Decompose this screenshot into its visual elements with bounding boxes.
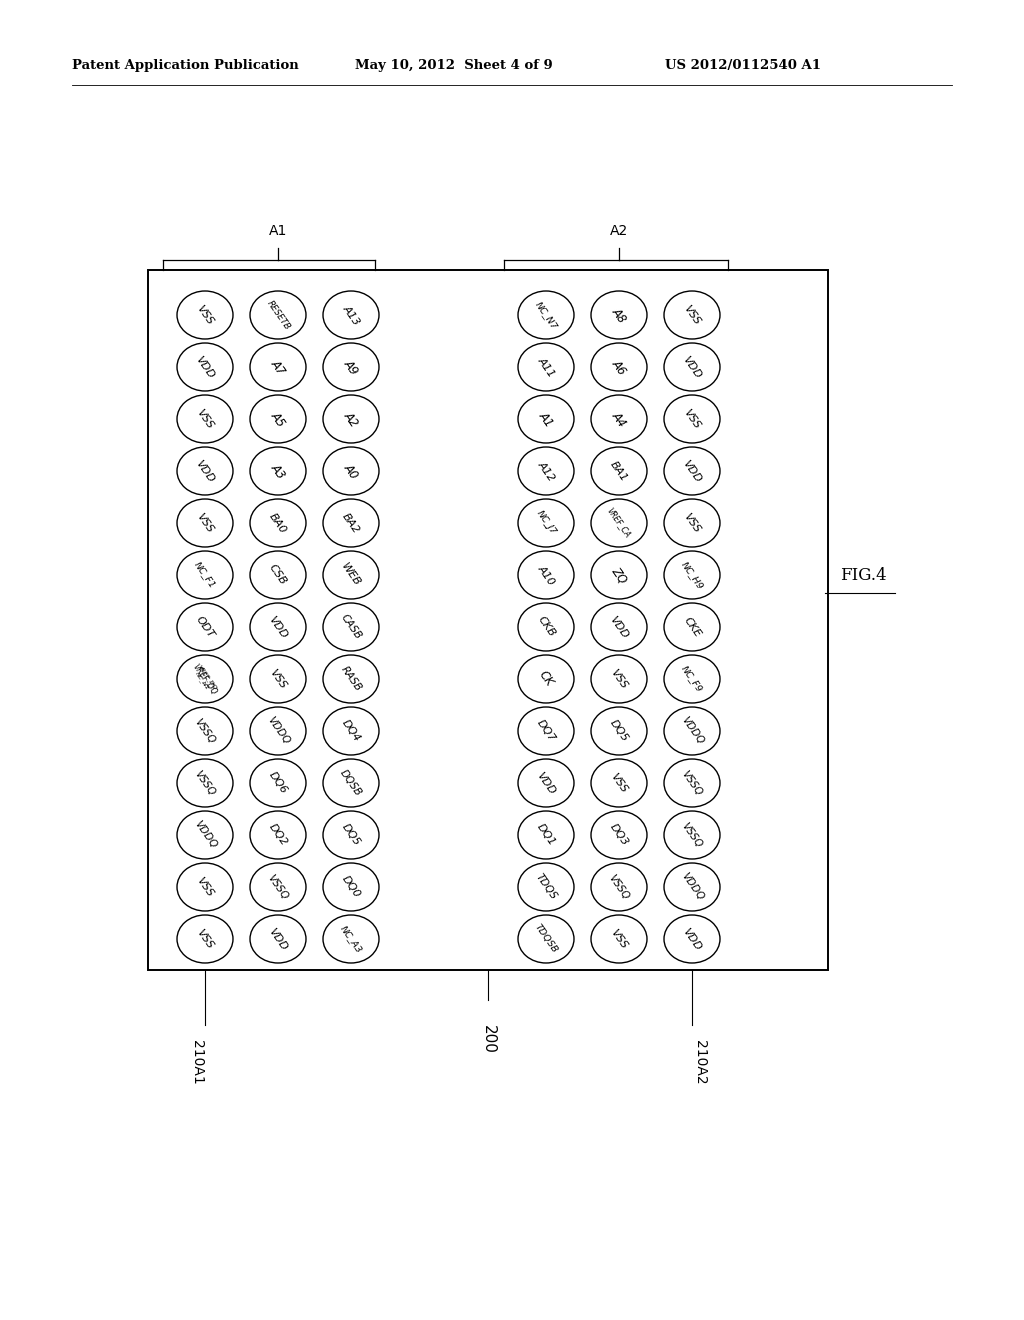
Text: VDD: VDD [267, 614, 289, 640]
Text: RESETB: RESETB [264, 298, 292, 331]
Text: VDD: VDD [535, 770, 557, 796]
Text: VDD: VDD [681, 925, 703, 952]
Text: 210A1: 210A1 [190, 1040, 204, 1085]
Text: A2: A2 [341, 409, 360, 429]
Text: VSS: VSS [682, 511, 702, 535]
Text: TDQS: TDQS [534, 873, 558, 902]
Text: DQ6: DQ6 [267, 770, 289, 796]
Text: VDDQ: VDDQ [191, 820, 218, 850]
Text: FIG.4: FIG.4 [840, 568, 887, 585]
Text: WEB: WEB [340, 561, 362, 589]
Text: A7: A7 [268, 356, 288, 378]
Text: DQ5: DQ5 [340, 822, 362, 847]
Text: BA0: BA0 [267, 511, 289, 535]
Text: DQSB: DQSB [338, 768, 364, 799]
Text: VSS: VSS [195, 511, 215, 535]
Text: RASB: RASB [339, 664, 364, 693]
Text: VDD: VDD [194, 354, 216, 380]
Text: VSS: VSS [608, 928, 630, 950]
Text: NC_H9: NC_H9 [679, 560, 705, 590]
Text: VSSQ: VSSQ [607, 873, 631, 902]
Text: VSS: VSS [608, 668, 630, 690]
Text: CSB: CSB [267, 562, 289, 587]
Text: VSS: VSS [267, 668, 289, 690]
Text: VDD: VDD [681, 354, 703, 380]
Text: DQ4: DQ4 [340, 718, 362, 744]
Text: DQ0: DQ0 [340, 874, 362, 900]
Text: May 10, 2012  Sheet 4 of 9: May 10, 2012 Sheet 4 of 9 [355, 58, 553, 71]
Text: VREF_DQ: VREF_DQ [191, 661, 219, 696]
Text: DQ1: DQ1 [535, 822, 557, 847]
Text: CKE: CKE [682, 615, 702, 639]
Text: VSSQ: VSSQ [193, 768, 217, 797]
Text: TDQSB: TDQSB [532, 923, 559, 956]
Text: US 2012/0112540 A1: US 2012/0112540 A1 [665, 58, 821, 71]
Text: ZQ: ZQ [608, 564, 630, 586]
Text: DQ2: DQ2 [267, 822, 289, 847]
Text: A0: A0 [341, 461, 360, 480]
Bar [148, 271, 828, 970]
Text: VSS: VSS [682, 304, 702, 326]
Text: A3: A3 [268, 461, 288, 480]
Text: A4: A4 [609, 409, 629, 429]
Text: NC_A3: NC_A3 [338, 924, 364, 954]
Text: A1: A1 [537, 409, 556, 429]
Text: VDD: VDD [267, 925, 289, 952]
Text: VSS: VSS [682, 408, 702, 430]
Text: BA2: BA2 [341, 511, 361, 535]
Text: A13: A13 [341, 304, 361, 327]
Text: VSSQ: VSSQ [680, 768, 705, 797]
Text: VSS: VSS [195, 928, 215, 950]
Text: VREF_CA: VREF_CA [605, 507, 633, 540]
Text: VDDQ: VDDQ [265, 715, 291, 747]
Text: VREF_DQ
NC_H1: VREF_DQ NC_H1 [191, 664, 218, 694]
Text: NC_J7: NC_J7 [535, 510, 557, 537]
Text: DQ5: DQ5 [608, 718, 630, 744]
Text: CKB: CKB [536, 615, 557, 639]
Text: VDD: VDD [194, 458, 216, 484]
Text: VDD: VDD [681, 458, 703, 484]
Text: VSS: VSS [195, 875, 215, 899]
Text: NC_N7: NC_N7 [534, 300, 559, 330]
Text: A9: A9 [341, 356, 360, 378]
Text: NC_F1: NC_F1 [193, 560, 217, 590]
Text: A1: A1 [269, 224, 287, 238]
Text: ODT: ODT [194, 614, 216, 640]
Text: VSS: VSS [195, 304, 215, 326]
Text: VDD: VDD [608, 614, 630, 640]
Text: VSS: VSS [195, 408, 215, 430]
Text: NC_F9: NC_F9 [680, 664, 705, 694]
Text: A2: A2 [610, 224, 628, 238]
Text: VSSQ: VSSQ [193, 717, 217, 746]
Text: VDDQ: VDDQ [679, 871, 706, 903]
Text: 210A2: 210A2 [693, 1040, 707, 1085]
Text: Patent Application Publication: Patent Application Publication [72, 58, 299, 71]
Text: A12: A12 [536, 459, 556, 483]
Text: A8: A8 [609, 305, 629, 325]
Text: VSS: VSS [608, 771, 630, 795]
Text: 200: 200 [480, 1026, 496, 1053]
Text: A6: A6 [609, 356, 629, 378]
Text: VSSQ: VSSQ [680, 821, 705, 849]
Text: BA1: BA1 [608, 459, 630, 483]
Text: VDDQ: VDDQ [679, 715, 706, 747]
Text: DQ7: DQ7 [535, 718, 557, 744]
Text: VSSQ: VSSQ [266, 873, 290, 902]
Text: A10: A10 [536, 564, 556, 587]
Text: CK: CK [537, 669, 556, 689]
Text: DQ3: DQ3 [608, 822, 630, 847]
Text: CASB: CASB [339, 612, 364, 642]
Text: A11: A11 [536, 355, 556, 379]
Text: A5: A5 [268, 409, 288, 429]
